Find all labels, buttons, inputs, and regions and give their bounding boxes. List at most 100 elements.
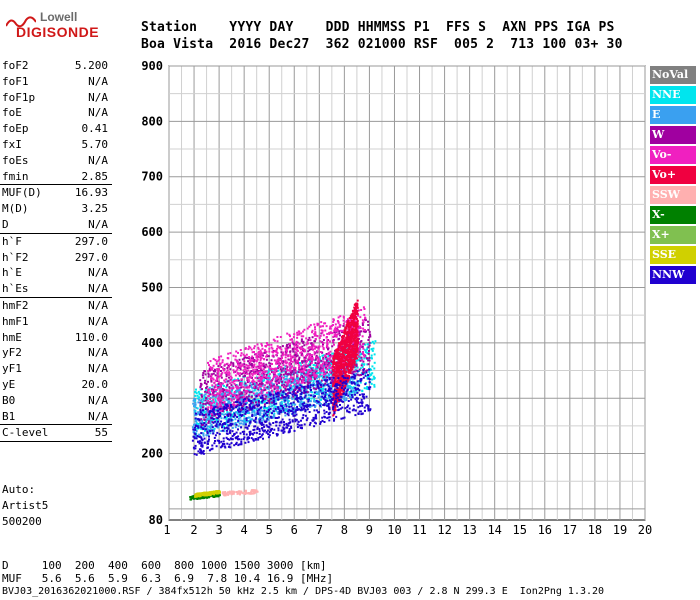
echo-point bbox=[250, 362, 253, 365]
echo-point bbox=[295, 343, 298, 346]
echo-point bbox=[358, 325, 361, 328]
echo-point bbox=[304, 361, 307, 364]
echo-point bbox=[297, 377, 300, 380]
echo-point bbox=[247, 389, 249, 392]
echo-point bbox=[338, 372, 341, 375]
echo-point bbox=[235, 396, 238, 399]
echo-point bbox=[330, 393, 333, 396]
echo-point bbox=[274, 406, 277, 408]
echo-point bbox=[229, 409, 232, 412]
param-name: foEp bbox=[2, 122, 29, 136]
echo-point bbox=[336, 362, 339, 365]
echo-point bbox=[337, 321, 340, 323]
echo-point bbox=[340, 346, 343, 349]
echo-point bbox=[240, 394, 243, 397]
echo-point bbox=[267, 407, 270, 410]
echo-point bbox=[253, 347, 256, 350]
echo-point bbox=[310, 361, 313, 364]
echo-point bbox=[354, 321, 356, 324]
echo-point bbox=[256, 370, 259, 372]
echo-point bbox=[312, 382, 315, 384]
echo-point bbox=[254, 359, 257, 362]
echo-point bbox=[355, 346, 358, 349]
echo-point bbox=[328, 333, 331, 336]
param-name: M(D) bbox=[2, 202, 29, 216]
echo-point bbox=[229, 382, 232, 385]
echo-point bbox=[298, 358, 300, 361]
echo-point bbox=[216, 408, 219, 411]
echo-point bbox=[237, 363, 240, 366]
echo-point bbox=[321, 341, 324, 344]
echo-point bbox=[348, 392, 351, 395]
echo-point bbox=[302, 335, 305, 338]
echo-point bbox=[320, 359, 323, 362]
echo-point bbox=[230, 390, 233, 393]
echo-point bbox=[276, 389, 279, 392]
echo-point bbox=[283, 378, 286, 381]
echo-point bbox=[309, 370, 312, 372]
echo-point bbox=[229, 368, 232, 371]
echo-point bbox=[308, 346, 311, 349]
param-row: h`E N/A bbox=[0, 265, 112, 281]
echo-point bbox=[258, 362, 261, 365]
echo-point bbox=[280, 370, 283, 373]
echo-point bbox=[277, 378, 280, 381]
echo-point bbox=[338, 394, 341, 397]
echo-point bbox=[196, 427, 198, 430]
echo-point bbox=[357, 309, 360, 312]
echo-point bbox=[339, 315, 342, 318]
echo-point bbox=[249, 371, 252, 374]
echo-point bbox=[237, 377, 240, 380]
echo-point bbox=[333, 331, 336, 333]
echo-point bbox=[271, 379, 274, 382]
echo-point bbox=[241, 392, 244, 395]
echo-point bbox=[368, 359, 371, 362]
echo-point bbox=[244, 382, 247, 385]
echo-point bbox=[356, 328, 359, 331]
echo-point bbox=[336, 371, 339, 374]
echo-point bbox=[251, 376, 253, 379]
param-row: D N/A bbox=[0, 217, 112, 233]
echo-point bbox=[292, 336, 295, 339]
echo-point bbox=[206, 428, 209, 431]
echo-point bbox=[368, 341, 371, 344]
echo-point bbox=[287, 400, 290, 402]
echo-point bbox=[193, 405, 195, 408]
echo-point bbox=[342, 324, 345, 327]
echo-point bbox=[243, 409, 246, 412]
echo-point bbox=[370, 356, 373, 359]
echo-point bbox=[244, 420, 247, 423]
echo-point bbox=[347, 326, 350, 329]
echo-point bbox=[212, 372, 215, 375]
echo-point bbox=[248, 408, 251, 411]
echo-point bbox=[355, 345, 358, 347]
echo-point bbox=[259, 382, 261, 385]
echo-point bbox=[274, 380, 277, 383]
echo-point bbox=[263, 376, 266, 379]
echo-point bbox=[341, 356, 344, 359]
echo-point bbox=[276, 375, 279, 378]
echo-point bbox=[268, 410, 271, 413]
echo-point bbox=[272, 377, 274, 380]
echo-point bbox=[248, 372, 251, 375]
echo-point bbox=[336, 353, 338, 356]
echo-point bbox=[266, 382, 269, 385]
x-tick-label: 5 bbox=[266, 523, 273, 537]
echo-point bbox=[201, 410, 204, 413]
echo-point bbox=[319, 386, 322, 389]
echo-point bbox=[245, 392, 248, 395]
echo-point bbox=[325, 325, 328, 328]
echo-point bbox=[355, 312, 358, 315]
echo-point bbox=[351, 327, 354, 330]
echo-point bbox=[359, 359, 362, 362]
echo-point bbox=[328, 327, 331, 330]
echo-point bbox=[237, 372, 240, 375]
echo-point bbox=[204, 370, 206, 373]
echo-point bbox=[328, 331, 331, 334]
echo-point bbox=[353, 345, 356, 348]
echo-point bbox=[193, 423, 196, 426]
echo-point bbox=[356, 319, 359, 322]
echo-point bbox=[333, 343, 335, 346]
echo-point bbox=[316, 393, 318, 395]
